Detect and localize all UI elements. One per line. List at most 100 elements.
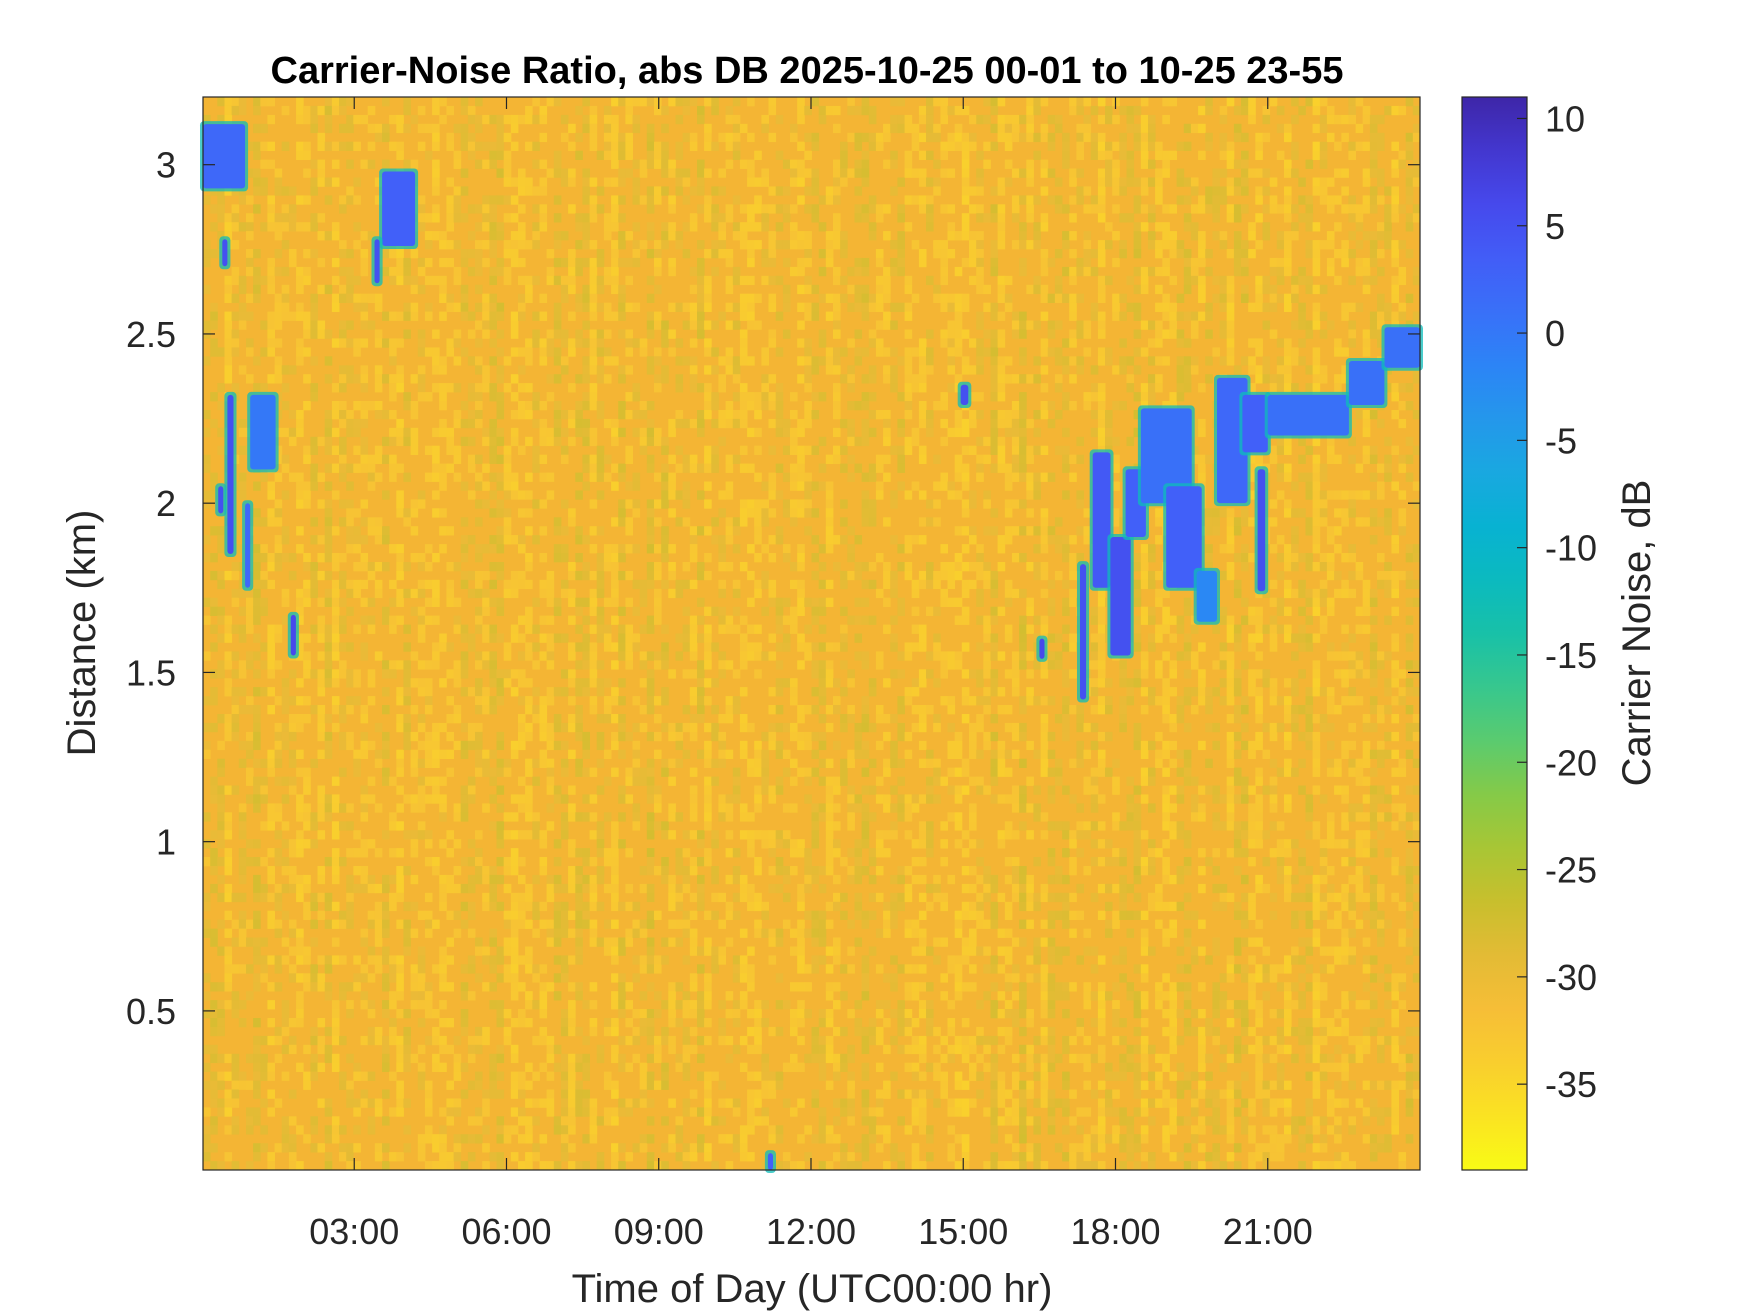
heatmap-cell [518, 293, 526, 303]
heatmap-cell [775, 973, 784, 983]
heatmap-cell [439, 1143, 447, 1153]
heatmap-cell [675, 418, 684, 429]
heatmap-cell [274, 749, 283, 759]
heatmap-cell [489, 874, 497, 885]
heatmap-cell [797, 740, 805, 751]
heatmap-cell [603, 553, 612, 563]
heatmap-cell [568, 1161, 576, 1171]
heatmap-cell [632, 508, 641, 518]
heatmap-cell [546, 740, 555, 751]
heatmap-cell [446, 195, 454, 205]
heatmap-cell [324, 651, 333, 661]
heatmap-cell [224, 857, 233, 867]
heatmap-cell [510, 231, 519, 241]
heatmap-cell [331, 803, 340, 813]
heatmap-cell [833, 821, 841, 831]
heatmap-cell [253, 1107, 261, 1117]
heatmap-cell [274, 266, 283, 277]
heatmap-cell [475, 973, 483, 983]
heatmap-cell [568, 257, 576, 268]
heatmap-cell [489, 150, 497, 160]
heatmap-cell [331, 1018, 340, 1028]
heatmap-cell [582, 901, 590, 912]
heatmap-cell [603, 633, 612, 643]
heatmap-cell [210, 1116, 218, 1126]
heatmap-cell [596, 785, 605, 795]
heatmap-cell [410, 374, 419, 384]
heatmap-cell [797, 356, 805, 366]
heatmap-cell [833, 892, 841, 903]
heatmap-cell [797, 660, 805, 670]
heatmap-cell [761, 1018, 769, 1028]
heatmap-cell [410, 275, 419, 286]
heatmap-cell [489, 114, 497, 125]
heatmap-cell [833, 177, 841, 187]
heatmap-cell [718, 579, 726, 590]
heatmap-cell [682, 1071, 691, 1081]
heatmap-cell [754, 624, 762, 634]
heatmap-cell [518, 347, 526, 357]
heatmap-cell [446, 848, 454, 858]
heatmap-cell [711, 517, 719, 527]
heatmap-cell [732, 1009, 741, 1019]
heatmap-cell [246, 588, 254, 599]
heatmap-cell [560, 1116, 569, 1126]
heatmap-cell [467, 132, 476, 143]
heatmap-cell [331, 293, 340, 303]
heatmap-cell [432, 123, 440, 134]
heatmap-cell [525, 177, 533, 187]
heatmap-cell [424, 758, 433, 768]
heatmap-cell [453, 213, 462, 223]
heatmap-cell [453, 812, 462, 822]
heatmap-cell [790, 240, 798, 250]
heatmap-cell [833, 427, 841, 438]
heatmap-cell [382, 123, 390, 134]
heatmap-cell [682, 1000, 691, 1010]
heatmap-cell [253, 570, 261, 581]
heatmap-cell [782, 803, 791, 813]
heatmap-cell [596, 660, 605, 670]
heatmap-cell [833, 311, 841, 321]
heatmap-cell [424, 1107, 433, 1117]
heatmap-cell [575, 1026, 583, 1037]
heatmap-cell [811, 1089, 820, 1099]
heatmap-cell [582, 857, 590, 867]
heatmap-cell [582, 570, 590, 581]
heatmap-cell [861, 1098, 870, 1108]
heatmap-cell [868, 1026, 877, 1037]
heatmap-cell [661, 767, 669, 777]
heatmap-cell [360, 365, 369, 375]
heatmap-cell [203, 615, 211, 625]
heatmap-cell [697, 1107, 705, 1117]
heatmap-cell [510, 141, 519, 151]
heatmap-cell [410, 758, 419, 768]
heatmap-cell [875, 293, 884, 303]
heatmap-cell [818, 1116, 827, 1126]
heatmap-cell [496, 731, 505, 742]
heatmap-cell [768, 105, 777, 116]
heatmap-cell [496, 1116, 505, 1126]
heatmap-cell [203, 490, 211, 500]
heatmap-cell [503, 1035, 512, 1046]
heatmap-cell [446, 293, 454, 303]
heatmap-cell [697, 1009, 705, 1019]
heatmap-cell [281, 776, 290, 786]
heatmap-cell [453, 204, 462, 214]
heatmap-cell [732, 785, 741, 795]
heatmap-cell [825, 964, 834, 974]
heatmap-cell [346, 982, 354, 992]
heatmap-cell [518, 830, 526, 840]
heatmap-cell [253, 588, 261, 599]
heatmap-cell [339, 642, 347, 652]
heatmap-cell [732, 517, 741, 527]
heatmap-cell [410, 973, 419, 983]
heatmap-cell [489, 669, 497, 679]
heatmap-cell [346, 678, 354, 688]
heatmap-cell [296, 410, 304, 420]
heatmap-cell [825, 535, 834, 545]
heatmap-cell [231, 624, 240, 634]
heatmap-cell [840, 624, 848, 634]
heatmap-cell [267, 955, 275, 965]
heatmap-cell [246, 749, 254, 759]
heatmap-cell [560, 168, 569, 178]
